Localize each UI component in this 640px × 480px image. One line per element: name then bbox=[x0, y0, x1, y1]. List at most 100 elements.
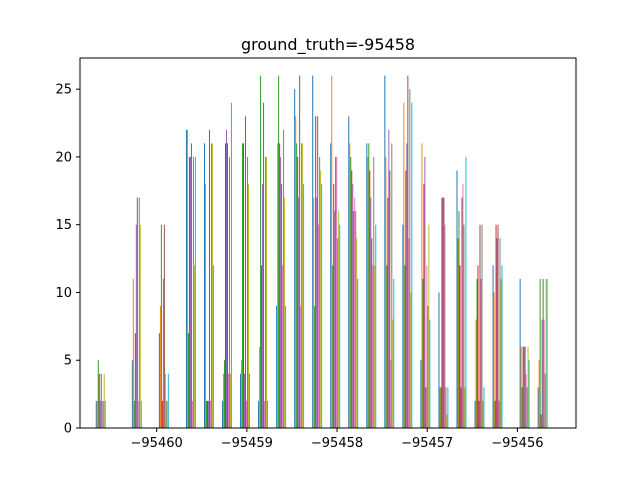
bar-cluster8-series6 bbox=[282, 265, 284, 428]
bar-cluster12-series0 bbox=[348, 116, 350, 428]
bar-cluster17-series7 bbox=[445, 387, 447, 428]
bar-cluster22-series9 bbox=[546, 278, 548, 428]
bar-cluster22-series0 bbox=[537, 387, 539, 428]
bar-cluster0-series8 bbox=[103, 373, 105, 428]
bar-cluster16-series9 bbox=[429, 319, 431, 428]
bar-cluster14-series5 bbox=[389, 170, 391, 429]
bar-cluster10-series6 bbox=[318, 224, 320, 428]
bar-cluster13-series9 bbox=[375, 224, 377, 428]
bar-cluster7-series8 bbox=[266, 156, 268, 428]
bar-cluster11-series0 bbox=[330, 143, 332, 428]
bar-cluster22-series3 bbox=[540, 414, 542, 428]
bar-cluster16-series2 bbox=[422, 278, 424, 428]
bar-cluster9-series4 bbox=[298, 197, 300, 428]
bar-cluster9-series7 bbox=[301, 143, 303, 428]
bar-cluster21-series4 bbox=[523, 346, 525, 428]
bar-cluster19-series1 bbox=[475, 319, 477, 428]
bar-cluster19-series6 bbox=[480, 278, 482, 428]
bar-cluster13-series3 bbox=[369, 170, 371, 429]
bar-cluster7-series7 bbox=[265, 156, 267, 428]
bar-cluster17-series6 bbox=[444, 224, 446, 428]
plot-frame bbox=[79, 57, 577, 429]
bar-cluster6-series9 bbox=[249, 373, 250, 428]
bar-cluster9-series6 bbox=[300, 306, 302, 428]
bar-cluster13-series4 bbox=[370, 197, 372, 428]
bar-cluster12-series8 bbox=[356, 238, 358, 428]
bar-cluster13-series7 bbox=[373, 156, 375, 428]
bar-cluster4-series2 bbox=[205, 400, 207, 428]
y-tick-label: 10 bbox=[55, 286, 72, 301]
bar-cluster12-series1 bbox=[349, 143, 351, 428]
bar-cluster14-series7 bbox=[391, 143, 393, 428]
bar-cluster7-series2 bbox=[260, 75, 262, 429]
bar-cluster16-series8 bbox=[428, 224, 430, 428]
bar-cluster4-series4 bbox=[207, 400, 209, 428]
bar-cluster18-series8 bbox=[464, 387, 466, 428]
bar-cluster16-series0 bbox=[420, 360, 422, 428]
bar-cluster3-series6 bbox=[191, 400, 193, 428]
bar-cluster22-series5 bbox=[542, 278, 544, 428]
x-tick-label: −95459 bbox=[221, 436, 273, 451]
bar-cluster12-series6 bbox=[354, 197, 356, 428]
bar-cluster2-series3 bbox=[161, 400, 163, 428]
bar-cluster9-series9 bbox=[303, 184, 305, 428]
bar-cluster20-series9 bbox=[501, 265, 503, 428]
bar-cluster14-series2 bbox=[386, 265, 388, 428]
bar-cluster21-series0 bbox=[519, 278, 521, 428]
bar-cluster15-series0 bbox=[402, 224, 404, 428]
bar-cluster1-series8 bbox=[139, 224, 141, 428]
bar-cluster16-series4 bbox=[424, 156, 426, 428]
bar-cluster2-series4 bbox=[162, 278, 164, 428]
bar-cluster3-series8 bbox=[193, 265, 195, 428]
y-tick-label: 20 bbox=[55, 150, 72, 165]
bar-cluster1-series1 bbox=[132, 278, 134, 428]
bar-cluster1-series7 bbox=[138, 197, 140, 428]
bar-cluster4-series7 bbox=[210, 143, 212, 428]
bar-cluster0-series9 bbox=[104, 400, 106, 428]
bar-cluster14-series3 bbox=[387, 197, 389, 428]
bar-cluster18-series7 bbox=[463, 224, 465, 428]
bar-cluster22-series4 bbox=[541, 319, 543, 428]
bar-cluster14-series8 bbox=[392, 319, 394, 428]
bar-cluster20-series0 bbox=[492, 265, 494, 428]
bar-cluster10-series9 bbox=[321, 184, 323, 428]
bar-cluster2-series6 bbox=[164, 373, 166, 428]
bar-cluster9-series0 bbox=[294, 89, 296, 429]
bar-cluster13-series2 bbox=[368, 143, 370, 428]
bar-cluster7-series9 bbox=[267, 400, 269, 428]
bar-cluster17-series9 bbox=[447, 387, 449, 428]
bar-cluster12-series9 bbox=[357, 278, 359, 428]
bar-cluster4-series3 bbox=[206, 400, 208, 428]
bar-cluster18-series2 bbox=[458, 211, 460, 428]
bar-cluster15-series3 bbox=[405, 170, 407, 429]
bar-cluster0-series2 bbox=[97, 360, 99, 428]
bar-cluster8-series4 bbox=[280, 156, 282, 428]
bar-cluster10-series0 bbox=[312, 75, 314, 429]
chart-title: ground_truth=-95458 bbox=[241, 35, 415, 55]
bar-cluster5-series5 bbox=[227, 143, 228, 428]
bar-cluster5-series6 bbox=[227, 373, 229, 428]
bar-cluster9-series2 bbox=[296, 143, 298, 428]
bar-cluster5-series1 bbox=[223, 373, 225, 428]
bar-cluster2-series2 bbox=[160, 224, 162, 428]
bar-cluster10-series5 bbox=[317, 116, 319, 428]
bar-cluster20-series7 bbox=[499, 238, 501, 428]
bar-cluster14-series9 bbox=[393, 278, 395, 428]
y-tick-label: 5 bbox=[64, 354, 72, 369]
bar-cluster10-series1 bbox=[313, 197, 315, 428]
bar-cluster22-series6 bbox=[543, 319, 545, 428]
bar-cluster8-series0 bbox=[276, 306, 278, 428]
bar-cluster7-series3 bbox=[261, 265, 263, 428]
bar-cluster7-series0 bbox=[258, 400, 260, 428]
bar-cluster19-series0 bbox=[474, 400, 476, 428]
bar-cluster20-series3 bbox=[495, 224, 497, 428]
bar-cluster15-series2 bbox=[404, 265, 406, 428]
bar-cluster20-series2 bbox=[494, 400, 496, 428]
bar-cluster21-series3 bbox=[522, 346, 524, 428]
bar-cluster13-series5 bbox=[371, 238, 373, 428]
bar-cluster22-series1 bbox=[538, 360, 540, 428]
bar-cluster17-series5 bbox=[443, 197, 445, 428]
bar-cluster0-series6 bbox=[101, 400, 103, 428]
bar-cluster21-series8 bbox=[527, 346, 529, 428]
bar-cluster1-series3 bbox=[134, 333, 136, 428]
